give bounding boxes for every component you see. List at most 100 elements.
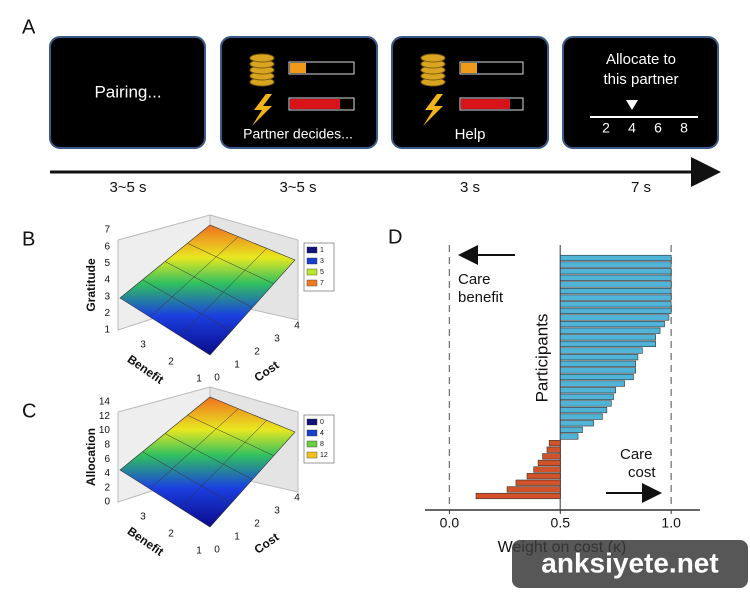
panel-d: D0.00.51.0Weight on cost (κ)Participants… <box>388 226 700 556</box>
annotation: Care <box>620 446 653 463</box>
y-axis-label: Cost <box>252 358 282 385</box>
duration: 3~5 s <box>279 179 316 196</box>
screen-text: this partner <box>603 71 678 88</box>
x-tick-label: 3 <box>140 512 146 523</box>
z-tick-label: 4 <box>104 275 110 286</box>
z-tick-label: 6 <box>104 241 110 252</box>
y-tick-label: 2 <box>254 519 260 530</box>
z-tick-label: 1 <box>104 325 110 336</box>
z-axis-label: Allocation <box>84 428 98 486</box>
z-tick-label: 2 <box>104 308 110 319</box>
bar <box>559 301 672 308</box>
bar <box>559 433 579 440</box>
y-tick-label: 3 <box>274 506 280 517</box>
x-tick-label: 1 <box>196 546 202 557</box>
bar <box>559 321 665 328</box>
bar <box>546 446 561 453</box>
scale-label: 4 <box>628 120 636 136</box>
z-tick-label: 0 <box>104 497 110 508</box>
y-tick-label: 0 <box>214 545 220 556</box>
bar <box>559 294 672 301</box>
bar <box>537 459 561 467</box>
x-tick-label: 2 <box>168 357 174 368</box>
surface-grid <box>179 420 267 509</box>
scale-label: 2 <box>602 120 610 136</box>
x-axis-label: Benefit <box>125 524 166 559</box>
y-tick-label: 4 <box>294 493 300 504</box>
bar <box>475 492 561 500</box>
bar-icon <box>288 61 524 111</box>
bolt-icon <box>252 94 443 126</box>
bar <box>559 373 634 381</box>
surface-grid <box>164 433 253 480</box>
z-tick-label: 8 <box>104 439 110 450</box>
surface-grid <box>149 236 239 318</box>
legend-swatch <box>306 429 318 437</box>
surface-grid <box>179 248 267 337</box>
z-tick-label: 2 <box>104 482 110 493</box>
bar <box>548 440 561 447</box>
bar <box>559 360 636 367</box>
bar <box>506 486 561 493</box>
bar <box>559 426 583 433</box>
bar <box>559 314 670 321</box>
x-axis-label: Benefit <box>125 352 166 387</box>
z-axis-label: Gratitude <box>84 258 98 312</box>
bar <box>559 287 672 295</box>
bar <box>559 307 672 314</box>
duration: 7 s <box>631 179 651 196</box>
legend-label: 12 <box>320 452 328 459</box>
y-tick-label: 4 <box>294 321 300 332</box>
y-tick-label: 1 <box>234 360 240 371</box>
screen <box>562 36 719 149</box>
bar <box>559 347 643 354</box>
panel-label: B <box>22 228 35 250</box>
z-tick-label: 3 <box>104 291 110 302</box>
surface-grid <box>142 451 232 504</box>
z-tick-label: 7 <box>104 225 110 236</box>
x-tick-label: 0.5 <box>551 515 571 531</box>
legend-label: 0 <box>320 419 324 426</box>
duration: 3~5 s <box>109 179 146 196</box>
bar <box>542 453 561 460</box>
scale-label: 8 <box>680 120 688 136</box>
annotation: Care <box>458 271 491 288</box>
bar <box>559 281 672 288</box>
z-tick-label: 4 <box>104 468 110 479</box>
y-tick-label: 0 <box>214 373 220 384</box>
scale-label: 6 <box>654 120 662 136</box>
legend-label: 5 <box>320 269 324 276</box>
x-tick-label: 1.0 <box>661 515 681 531</box>
surface-grid <box>187 415 274 456</box>
bar <box>533 466 561 473</box>
screen <box>49 36 206 149</box>
scale-cursor <box>626 100 638 110</box>
legend-swatch <box>306 418 318 426</box>
watermark: anksiyete.net <box>541 547 718 578</box>
z-tick-label: 5 <box>104 258 110 269</box>
legend-swatch <box>306 257 318 265</box>
x-tick-label: 0.0 <box>440 515 460 531</box>
bar <box>559 380 625 387</box>
y-axis-label: Participants <box>532 314 551 403</box>
y-tick-label: 1 <box>234 532 240 543</box>
surface-grid <box>164 261 253 308</box>
z-tick-label: 12 <box>99 411 111 422</box>
surface-grid <box>187 243 274 284</box>
bar <box>559 406 608 414</box>
bar <box>526 473 561 480</box>
bar <box>559 334 656 341</box>
screen-text: Pairing... <box>94 82 161 101</box>
screen-text: Partner decides... <box>243 126 353 142</box>
legend-swatch <box>306 268 318 276</box>
x-tick-label: 3 <box>140 340 146 351</box>
z-tick-label: 10 <box>99 425 111 436</box>
bar <box>559 274 672 281</box>
bar <box>559 420 594 427</box>
bar <box>559 387 617 394</box>
y-tick-label: 3 <box>274 334 280 345</box>
annotation: benefit <box>458 289 504 306</box>
legend-swatch <box>306 246 318 254</box>
legend-label: 3 <box>320 258 324 265</box>
